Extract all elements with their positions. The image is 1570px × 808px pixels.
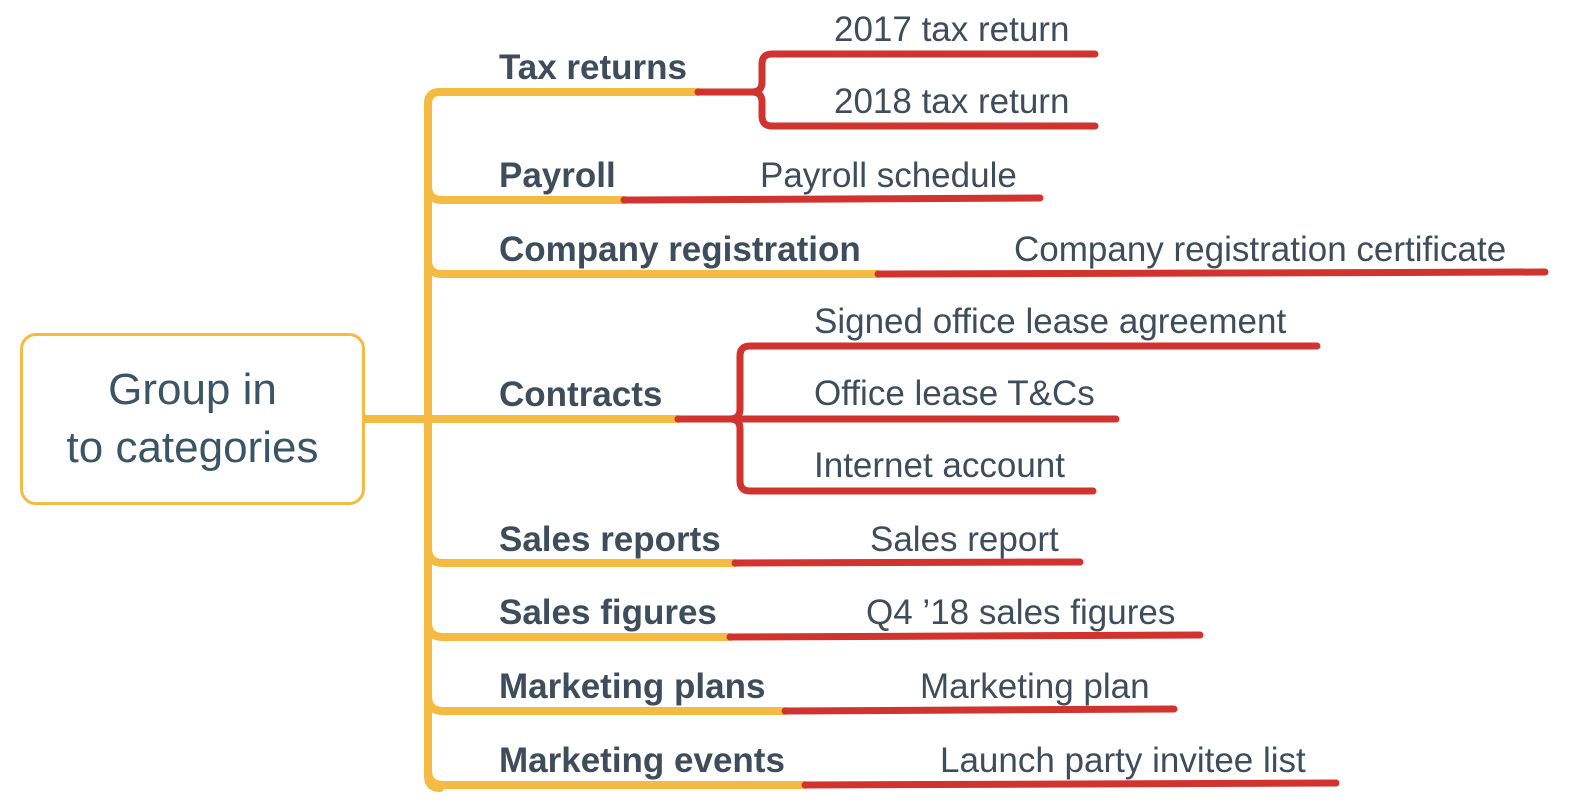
item-2018-tax-return[interactable]: 2018 tax return — [834, 82, 1070, 121]
connector-tax-returns-2 — [748, 88, 1099, 130]
item-office-lease-tcs[interactable]: Office lease T&Cs — [814, 374, 1095, 413]
item-2017-tax-return[interactable]: 2017 tax return — [834, 10, 1070, 49]
item-signed-office-lease-agreement[interactable]: Signed office lease agreement — [814, 302, 1287, 341]
connector-contracts-3 — [726, 415, 1097, 495]
category-marketing-plans[interactable]: Marketing plans — [499, 667, 766, 706]
branch-sales-figures — [424, 618, 734, 641]
item-payroll-schedule[interactable]: Payroll schedule — [760, 156, 1017, 195]
category-sales-reports[interactable]: Sales reports — [499, 520, 721, 559]
branch-marketing-events — [424, 766, 809, 789]
item-launch-party-invitee-list[interactable]: Launch party invitee list — [940, 741, 1306, 780]
category-marketing-events[interactable]: Marketing events — [499, 741, 785, 780]
branch-company-registration — [424, 256, 882, 278]
connector-marketing-plans — [781, 705, 1178, 715]
root-node[interactable]: Group in to categories — [20, 333, 365, 505]
category-tax-returns[interactable]: Tax returns — [499, 48, 688, 87]
root-label-line-1: Group in — [108, 365, 277, 414]
branch-marketing-plans — [424, 692, 789, 715]
branch-tax-returns — [424, 88, 702, 108]
branch-sales-reports — [424, 544, 739, 567]
item-company-registration-certificate[interactable]: Company registration certificate — [1014, 230, 1507, 269]
connector-payroll — [620, 194, 1044, 204]
category-company-registration[interactable]: Company registration — [499, 230, 861, 269]
item-marketing-plan[interactable]: Marketing plan — [920, 667, 1150, 706]
item-sales-report[interactable]: Sales report — [870, 520, 1059, 559]
connector-sales-figures — [726, 631, 1204, 641]
item-internet-account[interactable]: Internet account — [814, 446, 1065, 485]
category-payroll[interactable]: Payroll — [499, 156, 616, 195]
category-sales-figures[interactable]: Sales figures — [499, 593, 717, 632]
connector-sales-reports — [731, 558, 1084, 567]
item-q4-18-sales-figures[interactable]: Q4 ’18 sales figures — [866, 593, 1176, 632]
root-label-line-2: to categories — [66, 423, 319, 472]
category-contracts[interactable]: Contracts — [499, 375, 663, 414]
branch-payroll — [424, 182, 628, 204]
connector-marketing-events — [801, 779, 1340, 789]
connector-company-registration — [874, 268, 1549, 278]
